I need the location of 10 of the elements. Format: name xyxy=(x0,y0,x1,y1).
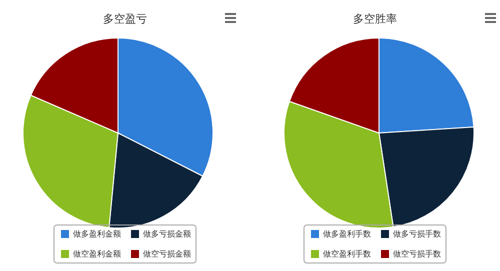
legend-label: 做多亏损金额 xyxy=(143,230,191,238)
legend-label: 做空盈利金额 xyxy=(73,250,121,258)
legend-label: 做空亏损金额 xyxy=(143,250,191,258)
legend-label: 做空亏损手数 xyxy=(393,250,441,258)
legend-label: 做多盈利手数 xyxy=(323,230,371,238)
legend-label: 做多亏损手数 xyxy=(393,230,441,238)
chart-title: 多空胜率 xyxy=(353,12,397,26)
legend-label: 做空盈利手数 xyxy=(323,250,371,258)
chart-title: 多空盈亏 xyxy=(103,12,147,26)
legend-label: 做多盈利金额 xyxy=(73,230,121,238)
